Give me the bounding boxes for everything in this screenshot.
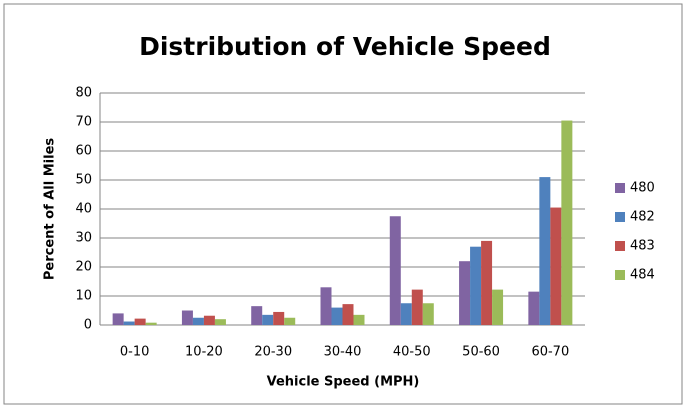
legend-label: 483: [630, 239, 655, 254]
bar: [528, 291, 540, 325]
legend-swatch: [615, 183, 625, 193]
bar: [411, 289, 423, 325]
y-tick-label: 0: [84, 318, 92, 333]
y-tick-label: 30: [75, 231, 92, 246]
y-tick-label: 10: [75, 289, 92, 304]
x-axis-label: Vehicle Speed (MPH): [267, 375, 420, 390]
y-tick-label: 70: [75, 115, 92, 130]
y-tick-label: 50: [75, 173, 92, 188]
bar: [273, 311, 285, 325]
bar: [192, 317, 204, 325]
bar: [470, 246, 482, 325]
bar: [203, 315, 215, 325]
bar: [561, 120, 573, 325]
bar: [389, 216, 401, 325]
y-tick-label: 40: [75, 202, 92, 217]
bar: [481, 240, 493, 325]
bar: [342, 304, 354, 325]
legend-swatch: [615, 270, 625, 280]
bar: [112, 313, 124, 325]
x-tick-label: 30-40: [324, 345, 362, 360]
bar: [181, 310, 193, 325]
legend-swatch: [615, 241, 625, 251]
y-axis-label: Percent of All Miles: [43, 138, 58, 281]
legend-label: 482: [630, 210, 655, 225]
bar: [284, 317, 296, 325]
bar: [400, 303, 412, 325]
legend-swatch: [615, 212, 625, 222]
legend-label: 480: [630, 181, 655, 196]
bar: [539, 177, 551, 325]
x-tick-label: 0-10: [120, 345, 150, 360]
y-tick-label: 60: [75, 144, 92, 159]
bar: [145, 322, 157, 325]
bar: [262, 314, 274, 325]
bar: [331, 307, 343, 325]
x-tick-label: 40-50: [393, 345, 431, 360]
x-tick-label: 50-60: [462, 345, 500, 360]
bar: [134, 318, 146, 325]
bar: [550, 207, 562, 325]
x-tick-label: 60-70: [531, 345, 569, 360]
bar: [214, 319, 226, 325]
y-tick-label: 20: [75, 260, 92, 275]
bar: [123, 321, 135, 325]
bar: [492, 289, 504, 325]
bar: [251, 306, 263, 325]
x-tick-label: 20-30: [254, 345, 292, 360]
chart-title: Distribution of Vehicle Speed: [139, 32, 551, 61]
bar: [459, 261, 471, 325]
bar: [422, 303, 434, 325]
x-tick-label: 10-20: [185, 345, 223, 360]
bar: [353, 314, 365, 325]
bar: [320, 287, 332, 325]
legend-label: 484: [630, 268, 655, 283]
y-tick-label: 80: [75, 86, 92, 101]
